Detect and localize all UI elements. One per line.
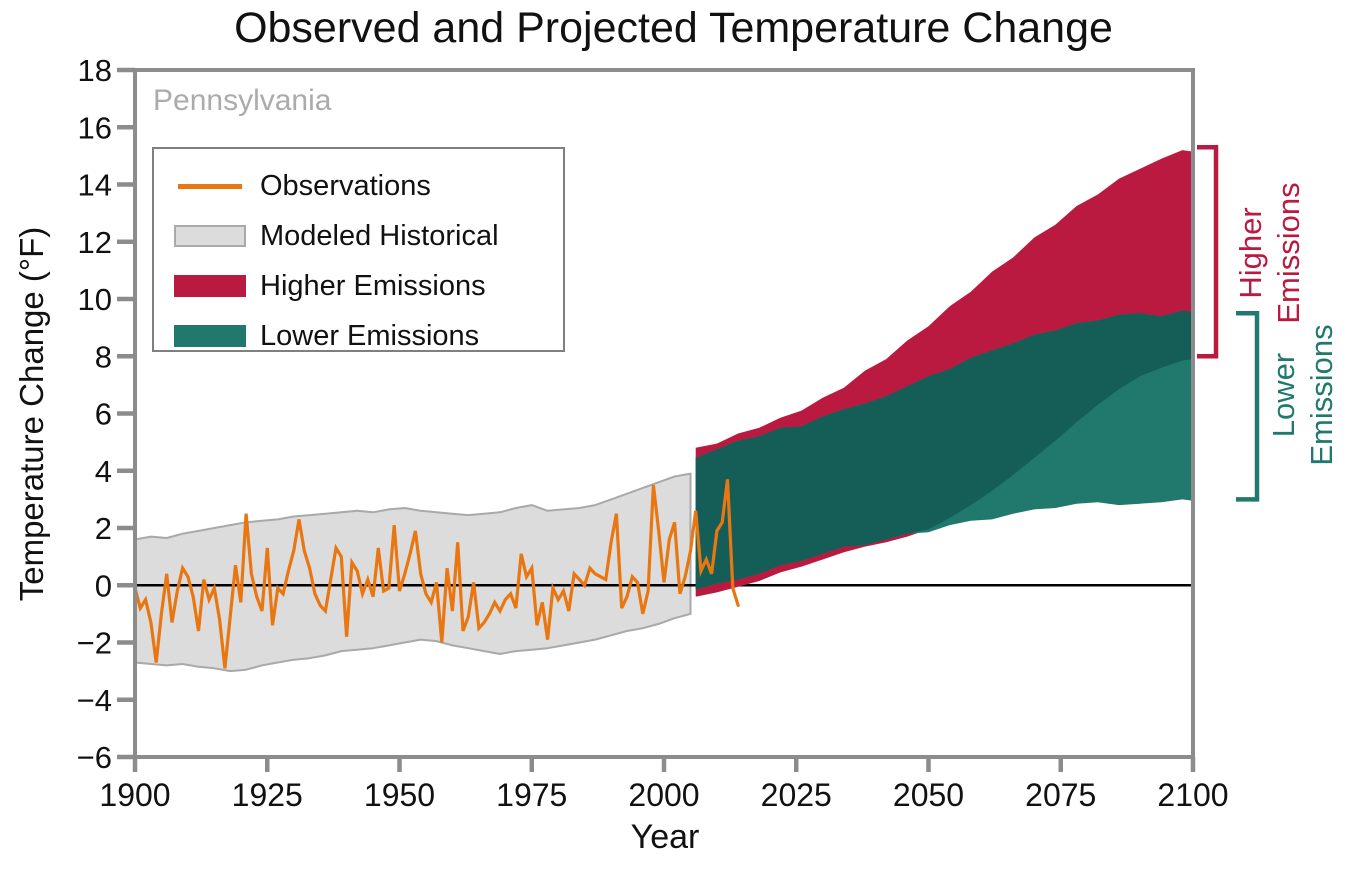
lower-emissions-bracket <box>1236 311 1260 502</box>
x-tick-label: 2025 <box>761 777 832 813</box>
y-tick-label: −4 <box>77 683 112 718</box>
legend-label: Higher Emissions <box>260 269 486 302</box>
y-tick-label: 2 <box>95 511 112 546</box>
legend-swatch <box>174 325 246 347</box>
region-label: Pennsylvania <box>153 84 332 117</box>
legend-swatch <box>174 275 246 297</box>
legend-swatch <box>178 183 242 189</box>
x-tick-label: 2050 <box>893 777 964 813</box>
observations-line-swatch <box>174 161 246 211</box>
emissions-overlap-band <box>695 310 1193 590</box>
x-tick-label: 2100 <box>1157 777 1228 813</box>
x-tick-label: 1925 <box>232 777 303 813</box>
y-tick-label: −6 <box>77 740 112 775</box>
legend-row-lower-emissions: Lower Emissions <box>154 311 563 361</box>
y-tick-label: 0 <box>95 568 112 603</box>
chart-title: Observed and Projected Temperature Chang… <box>234 4 1113 52</box>
legend-label: Lower Emissions <box>260 319 480 352</box>
lower-emissions-swatch <box>174 311 246 361</box>
legend-label: Observations <box>260 169 431 202</box>
y-tick-label: 16 <box>78 110 112 145</box>
x-tick-label: 1975 <box>496 777 567 813</box>
y-axis-label: Temperature Change (°F) <box>13 226 50 602</box>
y-tick-label: 18 <box>78 53 112 88</box>
y-tick-label: 10 <box>78 282 112 317</box>
legend-row-higher-emissions: Higher Emissions <box>154 261 563 311</box>
higher-emissions-bracket <box>1197 145 1219 359</box>
legend-row-modeled-historical: Modeled Historical <box>154 211 563 261</box>
modeled-historical-swatch <box>174 211 246 261</box>
legend-box: Observations Modeled Historical Higher E… <box>152 147 565 352</box>
observations-line <box>133 479 740 669</box>
y-tick-label: 14 <box>78 168 112 203</box>
y-tick-label: −2 <box>77 626 112 661</box>
legend-swatch <box>174 225 246 247</box>
y-tick-label: 12 <box>78 225 112 260</box>
legend-label: Modeled Historical <box>260 219 499 252</box>
x-tick-label: 2000 <box>628 777 699 813</box>
y-tick-label: 6 <box>95 397 112 432</box>
x-tick-label: 1950 <box>364 777 435 813</box>
higher-emissions-swatch <box>174 261 246 311</box>
lower-emissions-bracket-label: Lower Emissions <box>1266 324 1339 466</box>
y-tick-label: 4 <box>95 454 112 489</box>
legend-row-observations: Observations <box>154 161 563 211</box>
x-tick-label: 1900 <box>99 777 170 813</box>
x-tick-label: 2075 <box>1025 777 1096 813</box>
y-tick-label: 8 <box>95 339 112 374</box>
x-axis-label: Year <box>630 818 700 856</box>
